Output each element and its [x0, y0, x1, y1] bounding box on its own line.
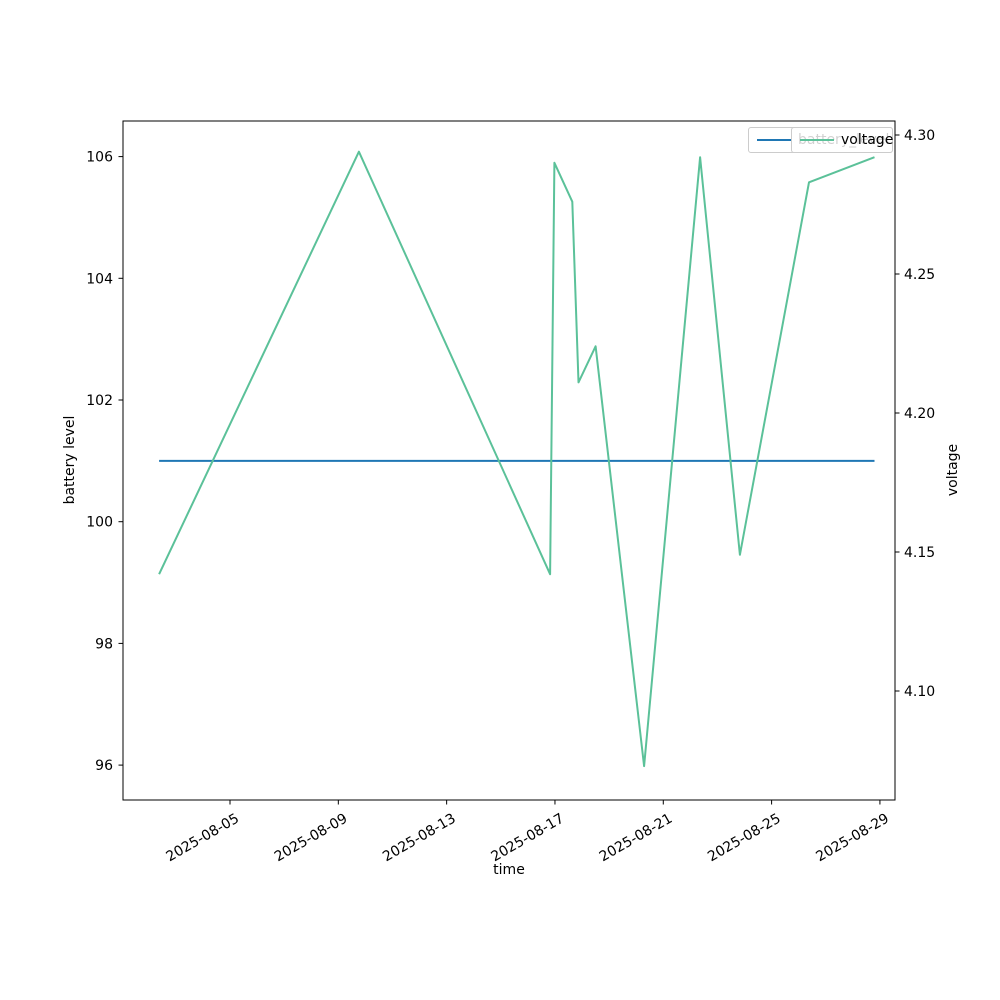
right-y-tick-label: 4.10 — [904, 684, 935, 700]
x-tick-label: 2025-08-13 — [380, 811, 458, 866]
x-tick-label: 2025-08-05 — [164, 811, 242, 866]
series-line-voltage — [158, 150, 875, 768]
x-tick-label: 2025-08-09 — [272, 811, 350, 866]
left-y-tick-label: 98 — [95, 636, 113, 652]
left-y-tick-label: 102 — [86, 393, 113, 409]
x-axis-label: time — [493, 862, 525, 878]
legend-label-voltage: voltage — [841, 132, 894, 148]
legend-line-sample-battery — [757, 139, 791, 141]
x-tick-label: 2025-08-29 — [813, 811, 891, 866]
right-y-tick-label: 4.20 — [904, 406, 935, 422]
right-y-tick-label: 4.15 — [904, 545, 935, 561]
x-tick-label: 2025-08-17 — [488, 811, 566, 866]
right-y-axis-label: voltage — [945, 443, 961, 497]
left-y-tick-label: 96 — [95, 758, 113, 774]
left-y-tick-label: 104 — [86, 271, 113, 287]
left-y-tick-label: 106 — [86, 150, 113, 166]
right-y-tick-label: 4.30 — [904, 128, 935, 144]
legend-voltage: voltage — [791, 127, 893, 153]
plot-frame — [122, 120, 896, 801]
x-tick-label: 2025-08-25 — [705, 811, 783, 866]
legend-line-sample-voltage — [800, 139, 834, 141]
left-y-tick-label: 100 — [86, 515, 113, 531]
left-y-axis-label: battery level — [62, 415, 78, 505]
x-tick-label: 2025-08-21 — [597, 811, 675, 866]
right-y-tick-label: 4.25 — [904, 267, 935, 283]
